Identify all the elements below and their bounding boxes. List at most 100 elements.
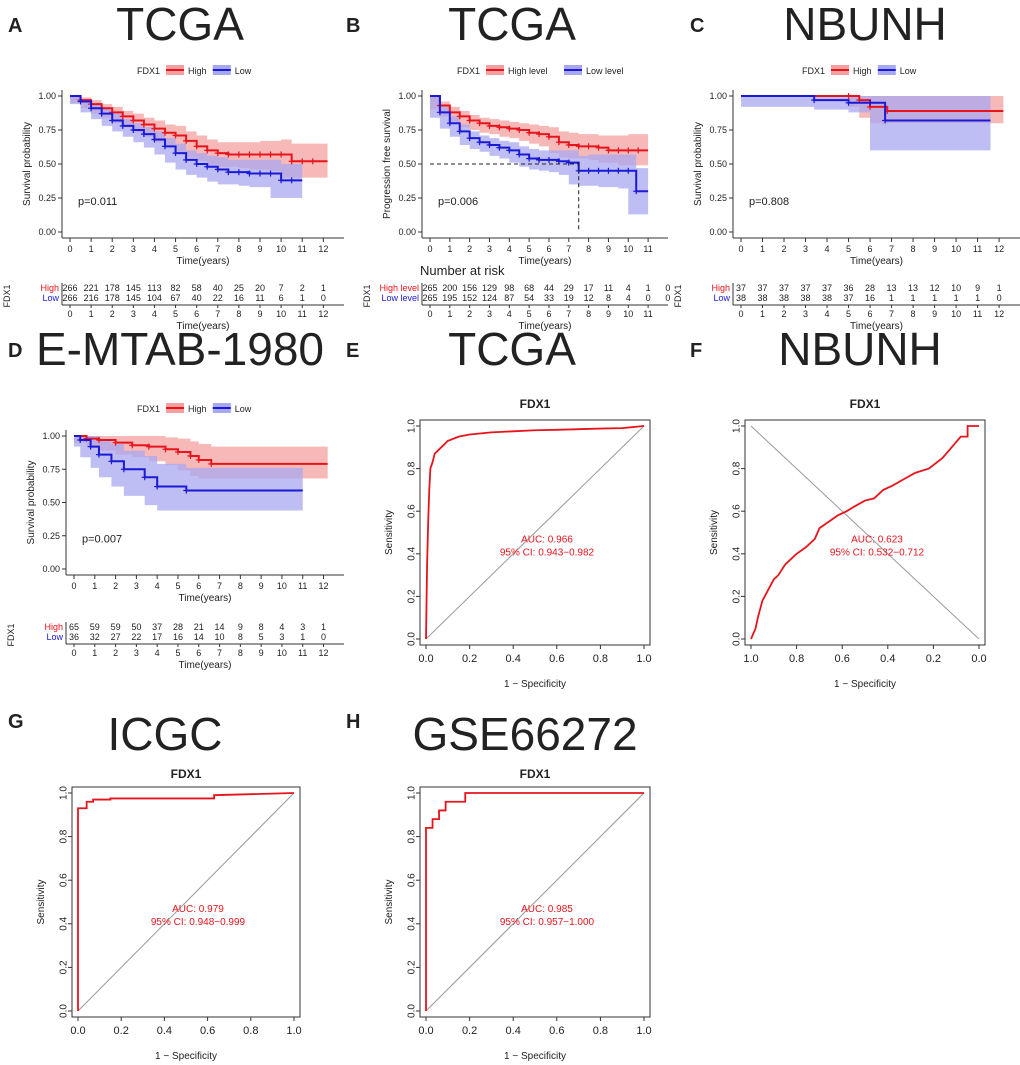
legend-label-low: Low <box>235 66 252 76</box>
risk-x-tick-label: 10 <box>277 648 287 658</box>
auc-label: AUC: 0.623 <box>851 535 903 546</box>
panel-title-h: GSE66272 <box>412 708 637 760</box>
x-tick-label: 4 <box>155 581 160 591</box>
x-tick-label: 0.6 <box>200 1025 215 1037</box>
y-tick-label: 0.25 <box>42 531 60 541</box>
y-tick-label: 0.6 <box>59 873 70 887</box>
risk-count: 0 <box>321 632 326 642</box>
panel-title-d: E-MTAB-1980 <box>36 323 324 375</box>
y-tick-label: 1.0 <box>407 419 418 433</box>
risk-count: 178 <box>105 293 120 303</box>
risk-count: 17 <box>584 283 594 293</box>
risk-count: 37 <box>779 283 789 293</box>
risk-count: 37 <box>758 283 768 293</box>
x-tick-label: 0.4 <box>506 653 521 665</box>
risk-x-tick-label: 1 <box>89 309 94 319</box>
risk-x-tick-label: 7 <box>215 309 220 319</box>
reference-diagonal <box>77 792 295 1012</box>
risk-count: 1 <box>932 293 937 303</box>
x-tick-label: 0.6 <box>835 653 850 665</box>
risk-count: 59 <box>111 622 121 632</box>
y-tick-label: 0.4 <box>407 546 418 560</box>
x-tick-label: 0.8 <box>593 1025 608 1037</box>
risk-x-tick-label: 10 <box>276 309 286 319</box>
x-tick-label: 0.2 <box>462 653 477 665</box>
y-tick-label: 0.2 <box>59 960 70 974</box>
risk-x-tick-label: 2 <box>113 648 118 658</box>
panel-title-f: NBUNH <box>778 323 942 375</box>
risk-count: 0 <box>321 293 326 303</box>
x-tick-label: 12 <box>994 244 1004 254</box>
y-axis-title: Sensitivity <box>384 510 395 555</box>
risk-count: 9 <box>238 622 243 632</box>
risk-count: 7 <box>279 283 284 293</box>
risk-x-tick-label: 7 <box>566 309 571 319</box>
auc-label: AUC: 0.985 <box>521 904 573 915</box>
x-tick-label: 11 <box>298 244 307 254</box>
x-axis-title: Time(years) <box>177 256 230 267</box>
x-axis-title: Time(years) <box>179 593 232 604</box>
risk-x-tick-label: 9 <box>257 309 262 319</box>
y-axis-title: Survival probability <box>22 122 33 206</box>
x-axis-title: 1 − Specificity <box>155 1051 217 1062</box>
risk-count: 44 <box>544 283 554 293</box>
risk-count: 38 <box>779 293 789 303</box>
risk-count: 38 <box>758 293 768 303</box>
legend-title: FDX1 <box>137 404 160 414</box>
x-tick-label: 2 <box>110 244 115 254</box>
risk-count: 4 <box>279 622 284 632</box>
ci-label: 95% CI: 0.943−0.982 <box>500 548 595 559</box>
panel-title-g: ICGC <box>108 708 223 760</box>
risk-count: 17 <box>152 632 162 642</box>
panel-letter-h: H <box>346 711 360 733</box>
risk-x-tick-label: 11 <box>973 309 982 319</box>
y-tick-label: 1.00 <box>709 91 727 101</box>
x-tick-label: 2 <box>467 244 472 254</box>
y-tick-label: 0.0 <box>732 632 743 646</box>
y-tick-label: 0.0 <box>407 1004 418 1018</box>
y-tick-label: 0.75 <box>38 125 56 135</box>
y-tick-label: 1.00 <box>398 91 416 101</box>
y-tick-label: 0.8 <box>59 829 70 843</box>
risk-count: 65 <box>69 622 79 632</box>
risk-x-tick-label: 10 <box>623 309 633 319</box>
risk-count: 38 <box>801 293 811 303</box>
risk-x-tick-label: 3 <box>487 309 492 319</box>
p-value: p=0.808 <box>749 196 789 208</box>
risk-count: 104 <box>147 293 162 303</box>
x-tick-label: 0.2 <box>114 1025 129 1037</box>
risk-count: 16 <box>865 293 875 303</box>
risk-count: 28 <box>865 283 875 293</box>
risk-count: 36 <box>69 632 79 642</box>
x-tick-label: 6 <box>196 581 201 591</box>
ci-band-low <box>741 96 991 151</box>
risk-count: 156 <box>462 283 477 293</box>
plot-frame <box>419 786 651 1018</box>
x-tick-label: 8 <box>586 244 591 254</box>
x-tick-label: 10 <box>276 244 286 254</box>
risk-count: 124 <box>482 293 497 303</box>
risk-count: 265 <box>422 283 437 293</box>
x-tick-label: 12 <box>318 244 328 254</box>
risk-x-tick-label: 5 <box>846 309 851 319</box>
x-tick-label: 9 <box>932 244 937 254</box>
risk-x-axis-title: Time(years) <box>179 660 232 671</box>
risk-x-tick-label: 8 <box>586 309 591 319</box>
risk-x-tick-label: 2 <box>782 309 787 319</box>
risk-count: 145 <box>126 283 141 293</box>
risk-count: 37 <box>844 293 854 303</box>
risk-count: 266 <box>62 293 77 303</box>
y-tick-label: 1.0 <box>732 419 743 433</box>
risk-count: 266 <box>62 283 77 293</box>
x-tick-label: 0.8 <box>593 653 608 665</box>
x-tick-label: 1.0 <box>636 1025 651 1037</box>
panel-title-c: NBUNH <box>783 0 947 50</box>
risk-count: 1 <box>321 283 326 293</box>
risk-count: 37 <box>152 622 162 632</box>
plot-frame <box>419 419 651 646</box>
risk-x-tick-label: 7 <box>217 648 222 658</box>
x-tick-label: 0.2 <box>462 1025 477 1037</box>
risk-x-tick-label: 12 <box>994 309 1004 319</box>
x-tick-label: 0.8 <box>789 653 804 665</box>
